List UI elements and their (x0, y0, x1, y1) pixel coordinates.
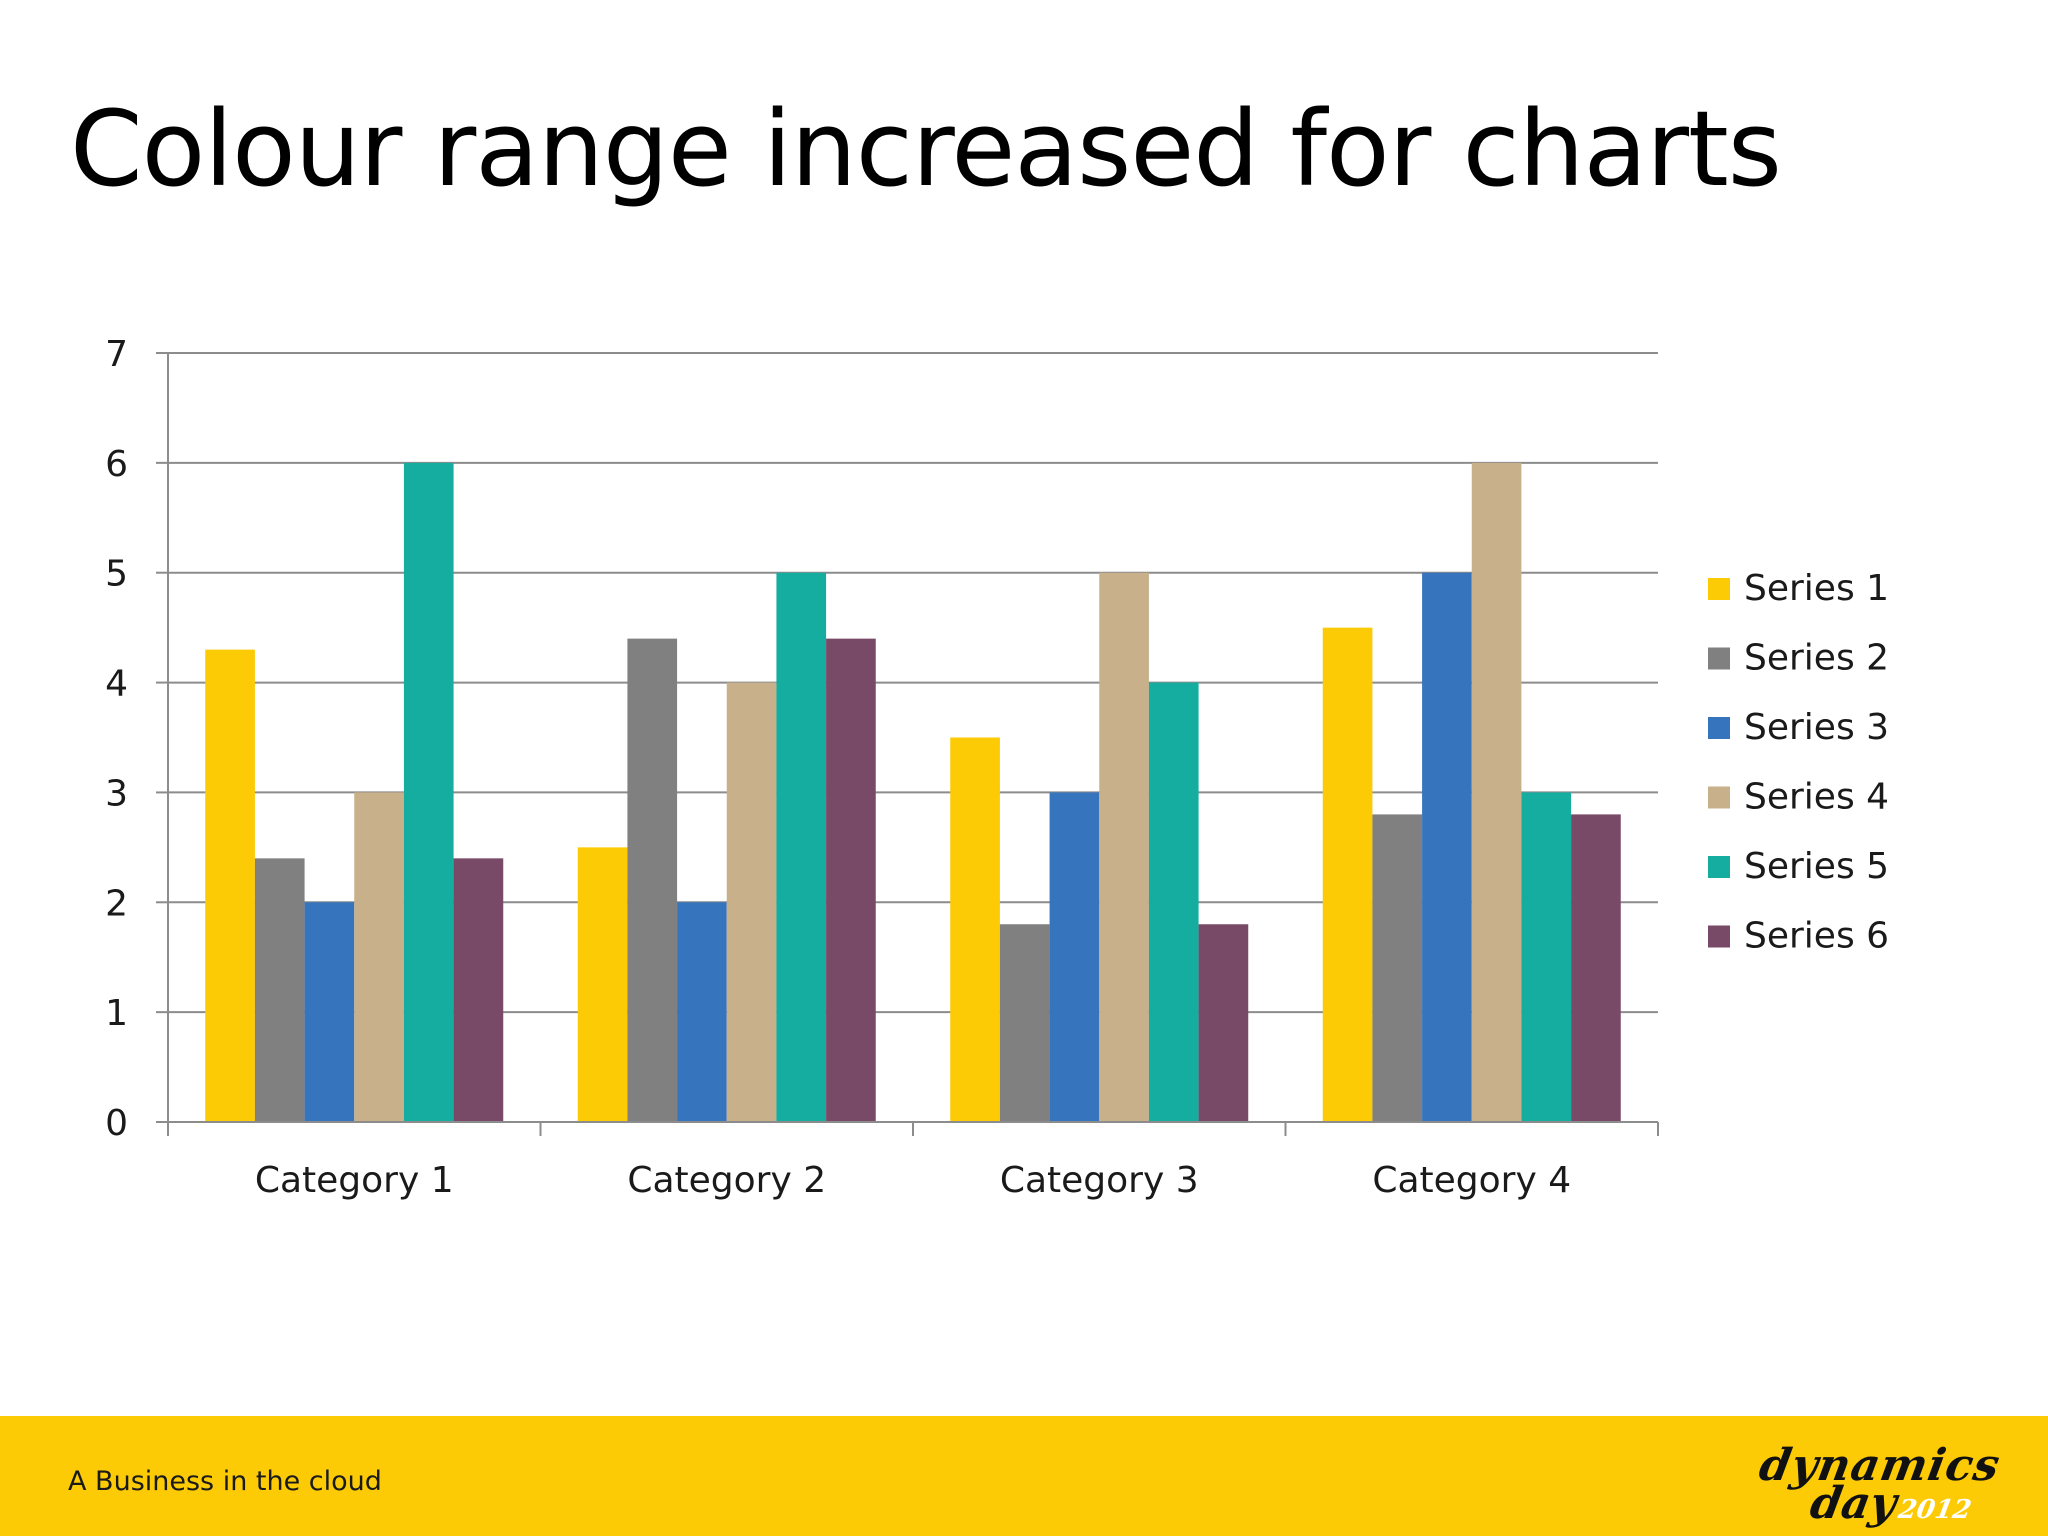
legend-label: Series 5 (1744, 846, 1889, 887)
logo-text-day-word: day (1806, 1478, 1901, 1529)
legend-swatch (1708, 717, 1730, 739)
logo-year: 2012 (1895, 1495, 1974, 1525)
legend-swatch (1708, 786, 1730, 809)
x-category-label: Category 4 (1372, 1160, 1571, 1201)
bar-series-1-cat-1 (205, 649, 255, 1122)
legend-label: Series 6 (1744, 916, 1889, 957)
footer-tagline: A Business in the cloud (68, 1466, 382, 1497)
slide-title: Colour range increased for charts (70, 88, 1782, 210)
legend-swatch (1708, 925, 1730, 948)
bar-series-1-cat-2 (577, 847, 628, 1122)
legend-label: Series 2 (1744, 638, 1889, 679)
bar-series-6-cat-3 (1198, 924, 1249, 1122)
y-tick-label: 4 (105, 664, 128, 705)
legend-label: Series 4 (1744, 777, 1889, 818)
legend-label: Series 1 (1744, 568, 1889, 609)
bar-series-3-cat-3 (1049, 792, 1100, 1122)
y-tick-label: 3 (105, 773, 128, 814)
footer-bar (0, 1416, 2048, 1536)
y-tick-label: 1 (105, 993, 128, 1034)
bar-series-3-cat-2 (677, 902, 727, 1122)
bar-chart: 0 1 2 3 4 5 6 7 Category 1 Category 2 Category 3 Ca… (105, 334, 1889, 1201)
legend-swatch (1708, 578, 1730, 600)
x-category-label: Category 3 (1000, 1160, 1199, 1201)
legend: Series 1 Series 2 Series 3 Series 4 Series 5… (1708, 568, 1889, 957)
y-tick-label: 2 (105, 883, 128, 924)
y-tick-label: 0 (105, 1103, 128, 1144)
bar-series-2-cat-3 (999, 924, 1050, 1122)
legend-swatch (1708, 856, 1730, 878)
bars (205, 462, 1621, 1122)
bar-series-5-cat-4 (1521, 792, 1572, 1122)
bar-series-6-cat-1 (453, 858, 504, 1122)
bar-series-6-cat-4 (1571, 814, 1621, 1122)
legend-swatch (1708, 647, 1730, 670)
bar-series-3-cat-4 (1422, 572, 1472, 1122)
bar-series-4-cat-3 (1099, 572, 1149, 1122)
bar-series-2-cat-2 (627, 638, 678, 1122)
axes: 0 1 2 3 4 5 6 7 Category 1 Category 2 Category 3 Ca… (105, 334, 1659, 1201)
bar-series-4-cat-1 (354, 792, 404, 1122)
bar-series-2-cat-1 (254, 858, 305, 1122)
x-category-label: Category 2 (627, 1160, 826, 1201)
bar-series-4-cat-2 (726, 682, 777, 1122)
y-tick-label: 7 (105, 334, 128, 375)
legend-label: Series 3 (1744, 707, 1889, 748)
logo-text-day: day2012 (1806, 1478, 1976, 1529)
bar-series-1-cat-4 (1322, 627, 1373, 1122)
bar-series-3-cat-1 (304, 902, 355, 1122)
bar-series-6-cat-2 (826, 638, 876, 1122)
bar-series-4-cat-4 (1471, 462, 1522, 1122)
bar-series-2-cat-4 (1372, 814, 1423, 1122)
bar-series-5-cat-1 (403, 462, 454, 1122)
bar-series-1-cat-3 (950, 737, 1000, 1122)
y-tick-label: 6 (105, 444, 128, 485)
dynamics-day-logo: dynamics day2012 (1700, 1440, 2005, 1529)
x-category-label: Category 1 (255, 1160, 454, 1201)
y-tick-label: 5 (105, 554, 128, 595)
bar-series-5-cat-2 (776, 572, 827, 1122)
bar-series-5-cat-3 (1148, 682, 1199, 1122)
